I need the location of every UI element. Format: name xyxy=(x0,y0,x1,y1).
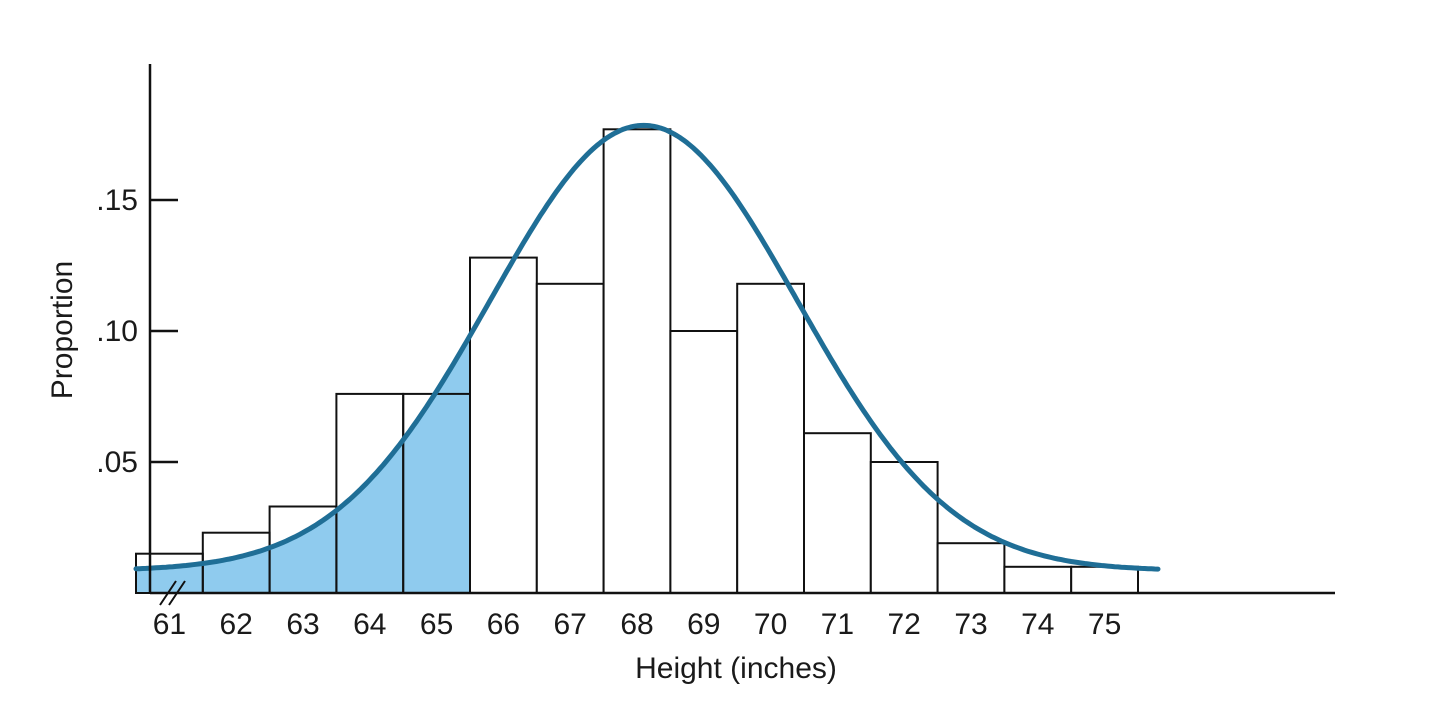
bar xyxy=(1003,565,1073,594)
bar xyxy=(535,282,605,594)
normal-curve-layer xyxy=(133,122,1161,572)
x-tick-label: 68 xyxy=(620,608,653,641)
x-tick-label: 69 xyxy=(687,608,720,641)
x-tick-label: 75 xyxy=(1088,608,1121,641)
x-tick-label: 65 xyxy=(420,608,453,641)
y-tick-label: .05 xyxy=(96,446,138,479)
x-tick-label: 70 xyxy=(754,608,787,641)
bar xyxy=(869,461,939,594)
bar xyxy=(602,128,672,595)
x-tick-label: 67 xyxy=(554,608,587,641)
x-tick-label: 66 xyxy=(487,608,520,641)
ticks-layer: .15 .10 .05 61 62 63 64 65 66 67 68 69 70 71 72 73 74 75 xyxy=(96,184,1121,641)
y-tick-label: .10 xyxy=(96,315,138,348)
x-tick-label: 71 xyxy=(821,608,854,641)
y-axis-label: Proportion xyxy=(46,261,79,399)
bar xyxy=(1070,565,1139,594)
shaded-area-layer xyxy=(136,335,470,593)
x-tick-label: 61 xyxy=(153,608,186,641)
bar xyxy=(736,282,806,594)
x-tick-label: 63 xyxy=(286,608,319,641)
x-tick-label: 72 xyxy=(888,608,921,641)
shaded-area xyxy=(136,335,470,593)
x-tick-label: 62 xyxy=(220,608,253,641)
axis-break-mark xyxy=(168,580,186,606)
x-tick-label: 64 xyxy=(353,608,386,641)
bar xyxy=(669,330,739,594)
y-tick-label: .15 xyxy=(96,184,138,217)
x-tick-label: 74 xyxy=(1021,608,1054,641)
bar xyxy=(936,542,1006,595)
x-tick-label: 73 xyxy=(954,608,987,641)
bar xyxy=(803,432,872,595)
axes-layer xyxy=(148,64,1335,606)
axis-break-mark xyxy=(159,580,177,606)
normal-curve xyxy=(133,122,1161,572)
x-axis-label: Height (inches) xyxy=(635,652,837,685)
bar xyxy=(469,256,538,594)
bars-layer xyxy=(135,128,1139,595)
